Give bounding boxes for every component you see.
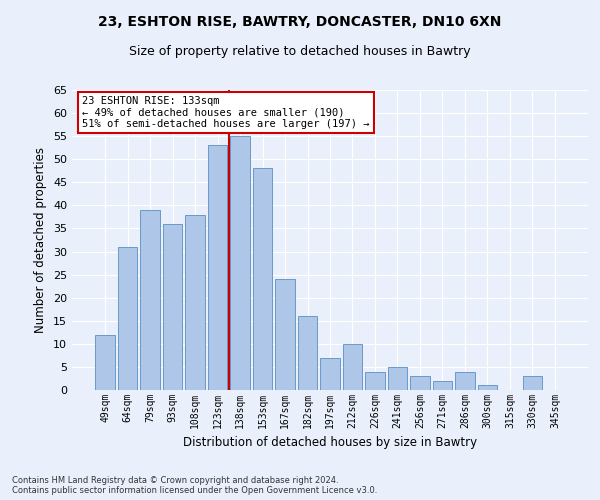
Bar (118, 247, 137, 390)
Bar (478, 386, 497, 390)
Bar (410, 376, 430, 390)
Y-axis label: Number of detached properties: Number of detached properties (34, 147, 47, 333)
Text: Size of property relative to detached houses in Bawtry: Size of property relative to detached ho… (129, 45, 471, 58)
Bar (523, 376, 542, 390)
Bar (95, 334, 115, 390)
Bar (388, 367, 407, 390)
Bar (455, 372, 475, 390)
Bar (275, 279, 295, 390)
Bar (230, 136, 250, 390)
Bar (433, 381, 452, 390)
X-axis label: Distribution of detached houses by size in Bawtry: Distribution of detached houses by size … (183, 436, 477, 450)
Bar (163, 224, 182, 390)
Bar (140, 210, 160, 390)
Bar (320, 358, 340, 390)
Bar (298, 316, 317, 390)
Text: 23 ESHTON RISE: 133sqm
← 49% of detached houses are smaller (190)
51% of semi-de: 23 ESHTON RISE: 133sqm ← 49% of detached… (82, 96, 370, 129)
Bar (253, 168, 272, 390)
Text: Contains HM Land Registry data © Crown copyright and database right 2024.
Contai: Contains HM Land Registry data © Crown c… (12, 476, 377, 495)
Bar (208, 146, 227, 390)
Bar (185, 214, 205, 390)
Bar (365, 372, 385, 390)
Bar (343, 344, 362, 390)
Text: 23, ESHTON RISE, BAWTRY, DONCASTER, DN10 6XN: 23, ESHTON RISE, BAWTRY, DONCASTER, DN10… (98, 15, 502, 29)
